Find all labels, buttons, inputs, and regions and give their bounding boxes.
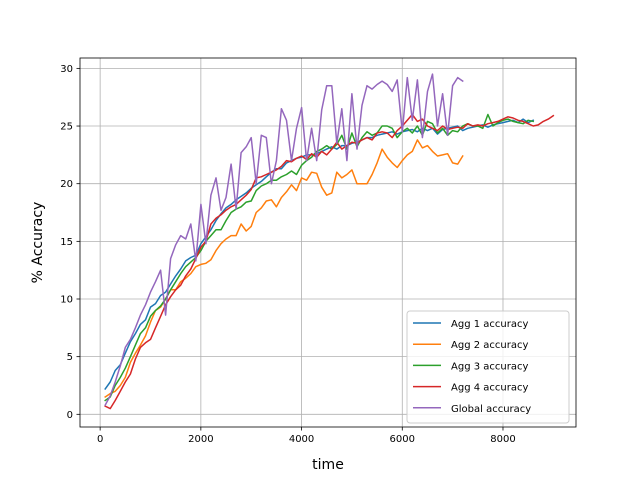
y-tick-label: 30 <box>60 64 73 75</box>
y-tick-label: 25 <box>60 122 73 133</box>
legend-label: Agg 4 accuracy <box>451 383 528 394</box>
series-line-agg-4-accuracy <box>104 113 555 410</box>
plot-area <box>104 73 555 410</box>
legend: Agg 1 accuracy Agg 2 accuracy Agg 3 accura… <box>406 310 570 424</box>
y-tick-label: 20 <box>60 179 73 190</box>
series-line-global-accuracy <box>104 73 464 407</box>
axes-frame <box>79 57 577 428</box>
y-tick-label: 5 <box>67 352 73 363</box>
x-tick-label: 6000 <box>390 434 415 445</box>
x-tick-label: 8000 <box>490 434 515 445</box>
series-line-agg-1-accuracy <box>104 118 535 390</box>
y-tick-label: 15 <box>60 237 73 248</box>
legend-label: Agg 2 accuracy <box>451 340 528 351</box>
y-tick-label: 0 <box>67 410 73 421</box>
x-axis-label: time <box>312 457 344 473</box>
legend-label: Agg 1 accuracy <box>451 319 528 330</box>
x-tick-label: 0 <box>97 434 103 445</box>
x-tick-label: 4000 <box>289 434 314 445</box>
legend-box <box>406 310 570 424</box>
axis-ticks: 0 2000 4000 6000 8000 0 5 10 15 20 25 30 <box>60 64 515 445</box>
legend-label: Agg 3 accuracy <box>451 361 528 372</box>
legend-label: Global accuracy <box>451 404 531 415</box>
y-axis-label: % Accuracy <box>30 202 46 284</box>
series-line-agg-3-accuracy <box>104 113 535 402</box>
y-tick-label: 10 <box>60 295 73 306</box>
x-tick-label: 2000 <box>188 434 213 445</box>
